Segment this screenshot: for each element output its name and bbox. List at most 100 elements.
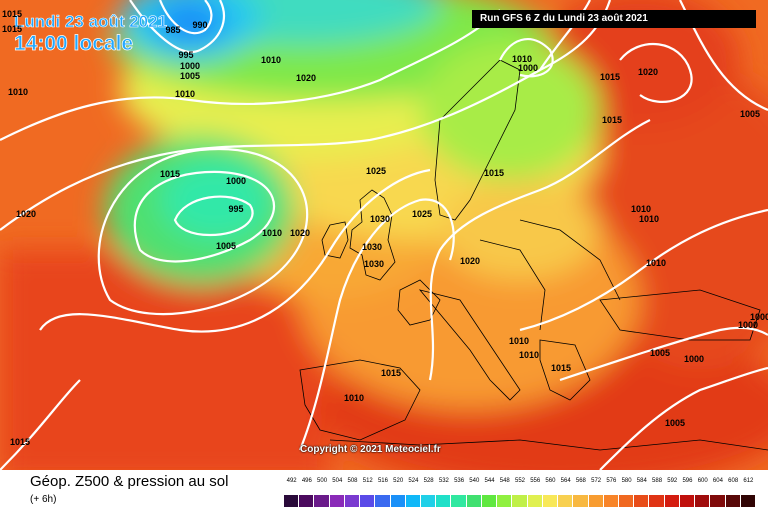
copyright-notice: Copyright © 2021 Meteociel.fr (300, 444, 441, 455)
legend-value: 520 (393, 478, 404, 484)
weather-map: Lundi 23 août 2021 14:00 locale Run GFS … (0, 0, 768, 470)
legend-swatch (512, 495, 527, 507)
legend-swatch (542, 495, 558, 507)
legend-value: 608 (728, 478, 739, 484)
color-legend: 492 496 500 504 508 512 516 520 524 528 532 536 540 5… (284, 476, 756, 508)
isobar-label: 1025 (411, 209, 433, 219)
legend-swatch (466, 495, 481, 507)
isobar-label: 1015 (550, 363, 572, 373)
legend-swatch (649, 495, 664, 507)
isobar-label: 1010 (511, 54, 533, 64)
isobar-label: 1020 (295, 73, 317, 83)
isobar-label: 1000 (749, 312, 768, 322)
legend-swatch (725, 495, 740, 507)
isobar-label: 1015 (1, 9, 23, 19)
geopotential-field (0, 0, 768, 470)
isobar-label: 1015 (599, 72, 621, 82)
isobar-label: 1000 (225, 176, 247, 186)
isobar-label: 1020 (459, 256, 481, 266)
isobar-label: 1015 (9, 437, 31, 447)
legend-value: 496 (301, 478, 312, 484)
legend-swatch (497, 495, 512, 507)
legend-swatch (710, 495, 725, 507)
isobar-label: 1005 (179, 71, 201, 81)
legend-swatch (634, 495, 649, 507)
isobar-label: 1030 (363, 259, 385, 269)
isobar-label: 1005 (664, 418, 686, 428)
forecast-step: (+ 6h) (30, 494, 57, 505)
isobar-label: 1010 (260, 55, 282, 65)
legend-swatch (573, 495, 588, 507)
z500-color-field (0, 0, 768, 470)
coastlines (299, 59, 768, 451)
isobar-label: 1005 (649, 348, 671, 358)
legend-swatch (603, 495, 618, 507)
isobar-label: 1020 (289, 228, 311, 238)
legend-value: 548 (499, 478, 510, 484)
legend-value: 532 (438, 478, 449, 484)
legend-value: 492 (286, 478, 297, 484)
isobar-label: 1025 (365, 166, 387, 176)
isobar-label: 1015 (601, 115, 623, 125)
isobar-label: 1010 (343, 393, 365, 403)
legend-swatch (481, 495, 497, 507)
isobar-label: 995 (228, 204, 244, 214)
legend-value: 524 (408, 478, 419, 484)
legend-swatch (375, 495, 390, 507)
isobar-label: 1010 (518, 350, 540, 360)
isobar-label: 985 (165, 25, 181, 35)
legend-value: 536 (454, 478, 465, 484)
legend-swatch (451, 495, 466, 507)
legend-swatch (360, 495, 375, 507)
legend-value: 572 (591, 478, 602, 484)
legend-swatch (284, 495, 299, 507)
legend-swatch (740, 495, 755, 507)
legend-swatch (329, 495, 344, 507)
legend-value: 588 (652, 478, 663, 484)
isobar-label: 1000 (683, 354, 705, 364)
legend-swatch (679, 495, 695, 507)
forecast-time: 14:00 locale (14, 32, 134, 56)
legend-value: 540 (469, 478, 480, 484)
isobar-lines (0, 0, 768, 470)
isobar-label: 1015 (380, 368, 402, 378)
legend-swatch (695, 495, 710, 507)
isobar-label: 1010 (638, 214, 660, 224)
legend-swatch (314, 495, 329, 507)
legend-value: 560 (545, 478, 556, 484)
isobar-label: 1010 (261, 228, 283, 238)
isobar-label: 1015 (159, 169, 181, 179)
legend-swatch (344, 495, 360, 507)
legend-swatch (664, 495, 679, 507)
map-title: Géop. Z500 & pression au sol (30, 473, 229, 490)
isobar-label: 1030 (361, 242, 383, 252)
legend-swatch (527, 495, 542, 507)
isobar-label: 1010 (7, 87, 29, 97)
legend-swatch (390, 495, 405, 507)
legend-value: 592 (667, 478, 678, 484)
isobar-label: 1005 (739, 109, 761, 119)
legend-value: 508 (347, 478, 358, 484)
legend-value: 556 (530, 478, 541, 484)
legend-swatch (558, 495, 573, 507)
isobar-label: 995 (178, 50, 194, 60)
isobar-label: 1020 (637, 67, 659, 77)
legend-swatch (299, 495, 314, 507)
legend-value: 580 (621, 478, 632, 484)
isobar-label: 1010 (508, 336, 530, 346)
isobar-label: 1000 (737, 320, 759, 330)
isobar-label: 990 (192, 20, 208, 30)
legend-value: 568 (575, 478, 586, 484)
legend-value: 576 (606, 478, 617, 484)
legend-value: 528 (423, 478, 434, 484)
legend-value: 600 (697, 478, 708, 484)
isobar-label: 1000 (517, 63, 539, 73)
legend-swatch (405, 495, 421, 507)
isobar-label: 1015 (483, 168, 505, 178)
legend-value: 552 (514, 478, 526, 484)
legend-value: 612 (743, 478, 754, 484)
legend-swatch (421, 495, 436, 507)
legend-value: 544 (484, 478, 495, 484)
legend-value: 504 (332, 478, 343, 484)
legend-swatch (588, 495, 603, 507)
